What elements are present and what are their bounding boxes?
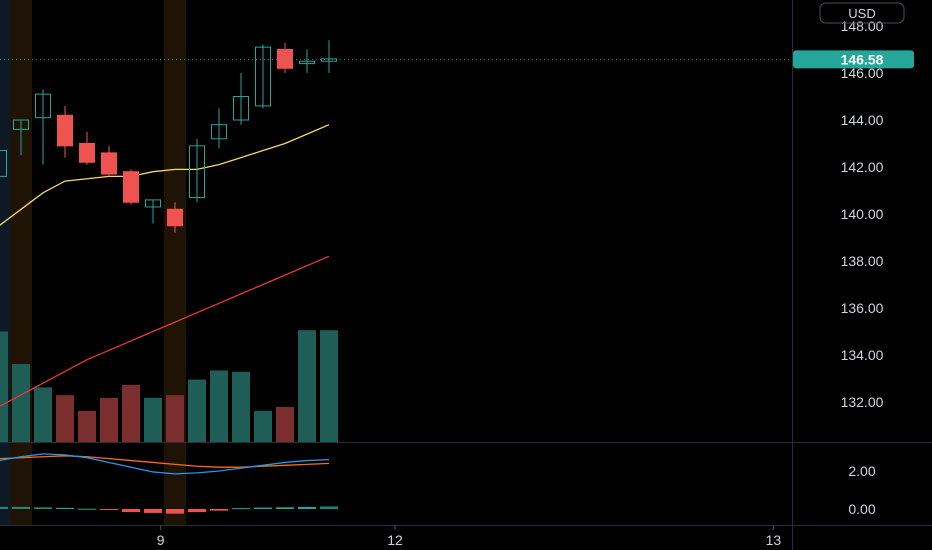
volume-bar [166, 395, 184, 442]
volume-bar [320, 330, 338, 442]
candle-body [0, 150, 7, 177]
volume-bar [144, 397, 162, 442]
signal-line [0, 455, 330, 468]
histogram-bar [122, 509, 140, 513]
histogram-bar [298, 506, 316, 509]
histogram-bar [276, 507, 294, 509]
volume-bar [188, 379, 206, 442]
histogram-bar [34, 507, 52, 509]
histogram-bar [0, 506, 8, 509]
currency-button[interactable]: USD [819, 2, 905, 24]
volume-bar [0, 331, 8, 442]
price-tick-label: 148.00 [841, 18, 884, 34]
candle-body [189, 145, 205, 199]
time-tick-label: 12 [387, 532, 403, 548]
macd-indicator [0, 453, 338, 514]
volume-bar [122, 384, 140, 442]
histogram-bar [188, 509, 206, 513]
last-price-value: 146.58 [841, 51, 884, 67]
currency-label: USD [848, 6, 875, 21]
volume-bar [298, 330, 316, 442]
session-highlight [10, 0, 32, 525]
histogram-bar [12, 506, 30, 509]
volume-bars [0, 330, 338, 442]
volume-bar [56, 395, 74, 442]
histogram-bar [210, 509, 228, 511]
volume-bar [232, 371, 250, 442]
time-tick-label: 13 [766, 532, 782, 548]
volume-bar [34, 387, 52, 442]
candle-body [299, 60, 315, 65]
volume-bar [78, 410, 96, 442]
indicator-axis-ticks: 2.00 0.00 [848, 463, 875, 517]
histogram-bar [144, 509, 162, 513]
session-highlight [164, 0, 186, 525]
histogram-bar [254, 507, 272, 509]
candle-body [35, 93, 51, 119]
moving-averages [0, 124, 330, 407]
histogram-bar [56, 507, 74, 509]
candle-body [57, 114, 73, 147]
candle-body [233, 96, 249, 121]
candle-body [167, 208, 183, 227]
histogram-bar [100, 509, 118, 510]
candle-body [145, 199, 161, 208]
price-tick-label: 136.00 [841, 300, 884, 316]
volume-bar [276, 406, 294, 442]
price-tick-label: 146.00 [841, 65, 884, 81]
time-tick-label: 9 [157, 532, 165, 548]
candle-body [255, 46, 271, 107]
macd-line [0, 453, 330, 475]
histogram-bar [320, 506, 338, 509]
price-tick-label: 132.00 [841, 394, 884, 410]
volume-bar [12, 364, 30, 442]
histogram-bar [232, 508, 250, 510]
candle-body [211, 124, 227, 140]
ma-fast-line [0, 124, 330, 226]
candle-body [79, 143, 95, 163]
candle-body [101, 152, 117, 175]
indicator-tick-label: 2.00 [848, 463, 875, 479]
price-tick-label: 134.00 [841, 347, 884, 363]
price-tick-label: 142.00 [841, 159, 884, 175]
volume-bar [210, 370, 228, 442]
histogram-bar [166, 509, 184, 514]
volume-bar [254, 410, 272, 442]
candle-body [13, 119, 29, 130]
candle-body [123, 171, 139, 203]
volume-bar [100, 397, 118, 442]
price-axis-ticks: 148.00 146.00 144.00 142.00 140.00 138.00 136.… [841, 18, 884, 410]
indicator-tick-label: 0.00 [848, 501, 875, 517]
candlesticks [0, 40, 337, 233]
last-price-tag: 146.58 [793, 50, 914, 69]
time-axis-ticks: 9 12 13 [157, 525, 782, 548]
price-tick-label: 144.00 [841, 112, 884, 128]
ma-slow-line [0, 255, 330, 407]
session-highlight [0, 0, 10, 525]
histogram-bar [78, 508, 96, 510]
price-tick-label: 140.00 [841, 206, 884, 222]
price-tick-label: 138.00 [841, 253, 884, 269]
